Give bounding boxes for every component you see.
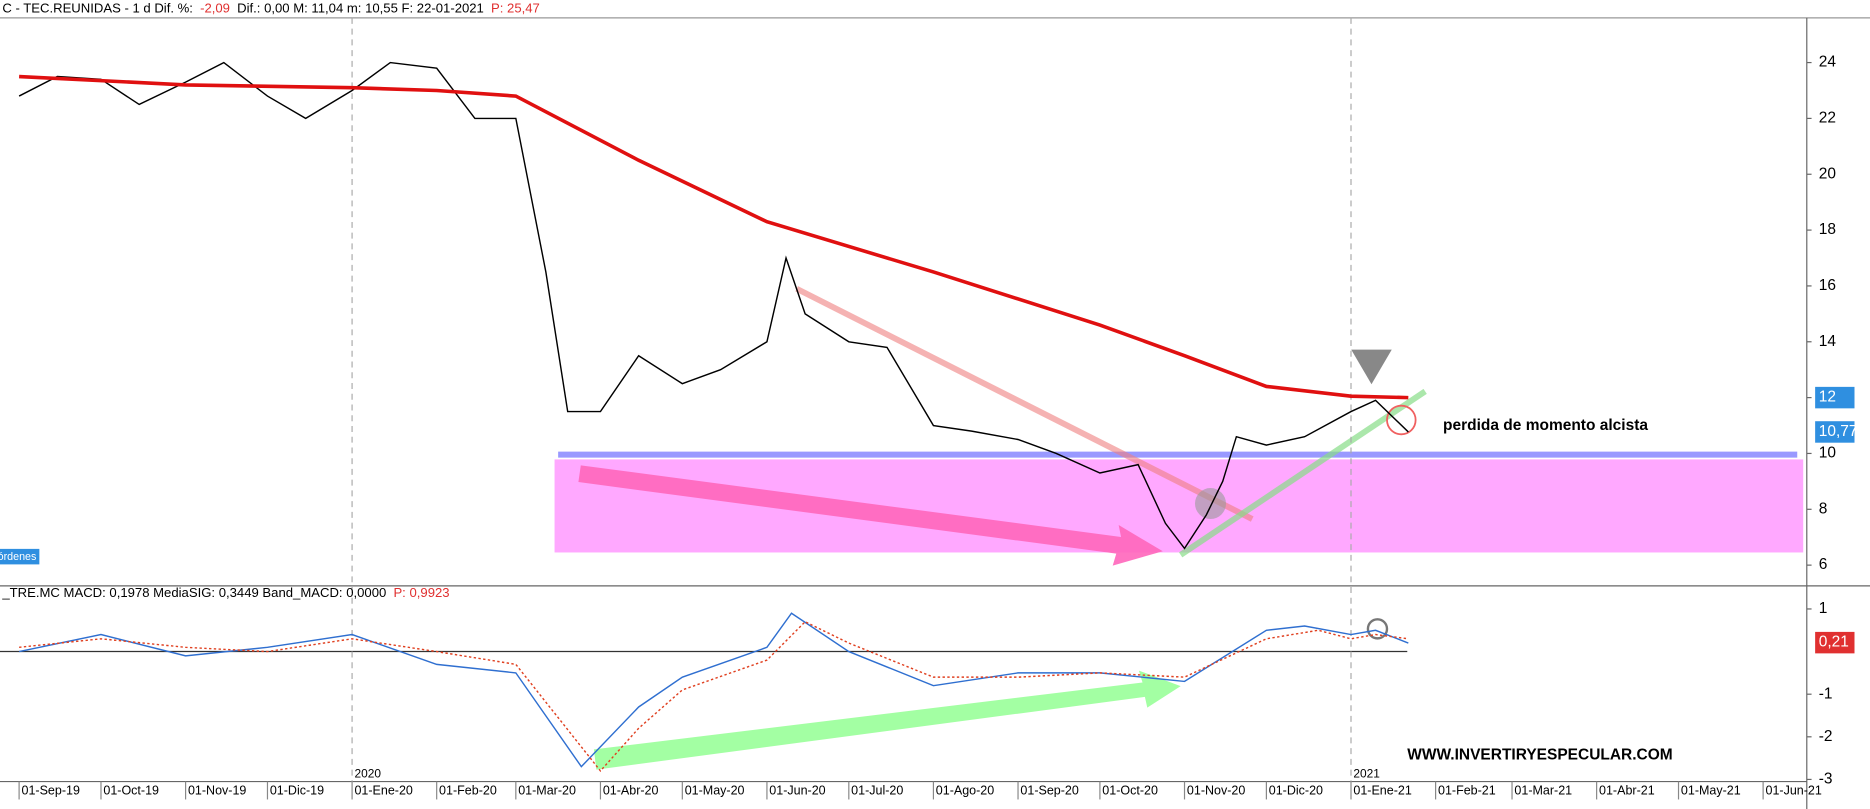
y-tick-label: 1 [1819, 600, 1828, 617]
x-tick-label: 01-Dic-19 [270, 783, 324, 797]
x-tick-label: 01-May-21 [1681, 783, 1741, 797]
trend-line [795, 286, 1254, 522]
y-tick-label: -1 [1819, 685, 1833, 702]
price-label: 12 [1819, 389, 1836, 406]
tag-box [0, 548, 40, 565]
y-tick-label: 22 [1819, 110, 1836, 127]
highlight-circle [1194, 488, 1226, 520]
support-zone [554, 459, 1804, 553]
year-label: 2020 [354, 767, 381, 781]
y-tick-label: 14 [1819, 333, 1837, 350]
header-item: Dif.: 0,00 M: 11,04 m: 10,55 F: 22-01-20… [237, 1, 484, 16]
y-tick-label: 18 [1819, 221, 1836, 238]
price-label-box [1815, 631, 1855, 654]
watermark: WWW.INVERTIRYESPECULAR.COM [1407, 746, 1672, 763]
panel-header: _TRE.MC MACD: 0,1978 MediaSIG: 0,3449 Ba… [1, 586, 449, 601]
x-tick-label: 01-Jul-20 [851, 783, 903, 797]
year-label: 2021 [1353, 767, 1380, 781]
y-tick-label: -2 [1819, 728, 1833, 745]
highlight-circle [1386, 404, 1417, 436]
tag: órdenes [0, 551, 36, 563]
series-line [18, 61, 1409, 550]
x-tick-label: 01-Mar-21 [1514, 783, 1572, 797]
header-item: P: 25,47 [491, 1, 540, 16]
x-tick-label: 01-Dic-20 [1269, 783, 1323, 797]
price-label-box [1815, 421, 1855, 443]
price-label: 10,77 [1819, 423, 1858, 440]
series-line [19, 620, 1409, 773]
marker-triangle [1351, 349, 1392, 385]
y-tick-label: 10 [1819, 445, 1837, 462]
x-tick-label: 01-Sep-20 [1020, 783, 1078, 797]
x-tick-label: 01-Jun-20 [769, 783, 825, 797]
y-tick-label: 6 [1819, 556, 1828, 573]
y-tick-label: 20 [1819, 165, 1837, 182]
x-tick-label: 01-Abr-21 [1599, 783, 1655, 797]
series-line [19, 74, 1409, 400]
trend-arrow [593, 670, 1181, 770]
y-tick-label: -3 [1819, 771, 1833, 788]
series-line [18, 612, 1409, 768]
x-tick-label: 01-Ene-21 [1353, 783, 1411, 797]
price-label: 0,21 [1819, 634, 1849, 651]
highlight-circle [1366, 618, 1389, 640]
trend-line [1179, 388, 1427, 558]
trend-arrow [578, 465, 1163, 566]
panel-header: C - TEC.REUNIDAS - 1 d Dif. %: -2,09 Dif.:… [2, 1, 539, 16]
x-tick-label: 01-Feb-20 [439, 783, 497, 797]
x-tick-label: 01-May-20 [685, 783, 745, 797]
header-item: C - TEC.REUNIDAS - 1 d Dif. %: [2, 1, 193, 16]
y-tick-label: 24 [1819, 54, 1837, 71]
header-item: -2,09 [200, 1, 230, 16]
x-tick-label: 01-Feb-21 [1438, 783, 1496, 797]
x-tick-label: 01-Nov-19 [188, 783, 246, 797]
x-tick-label: 01-Nov-20 [1187, 783, 1245, 797]
x-tick-label: 01-Ene-20 [354, 783, 412, 797]
x-tick-label: 01-Ago-20 [936, 783, 994, 797]
header-item: _TRE.MC MACD: 0,1978 MediaSIG: 0,3449 Ba… [1, 586, 386, 601]
x-tick-label: 01-Abr-20 [603, 783, 659, 797]
y-tick-label: 16 [1819, 277, 1836, 294]
price-label-box [1815, 386, 1855, 409]
y-tick-label: 8 [1819, 500, 1828, 517]
x-tick-label: 01-Oct-19 [103, 783, 159, 797]
x-tick-label: 01-Sep-19 [21, 783, 79, 797]
annotation: perdida de momento alcista [1443, 417, 1648, 434]
x-tick-label: 01-Jun-21 [1766, 783, 1822, 797]
header-item: P: 0,9923 [393, 586, 449, 601]
x-tick-label: 01-Mar-20 [518, 783, 576, 797]
x-tick-label: 01-Oct-20 [1102, 783, 1158, 797]
